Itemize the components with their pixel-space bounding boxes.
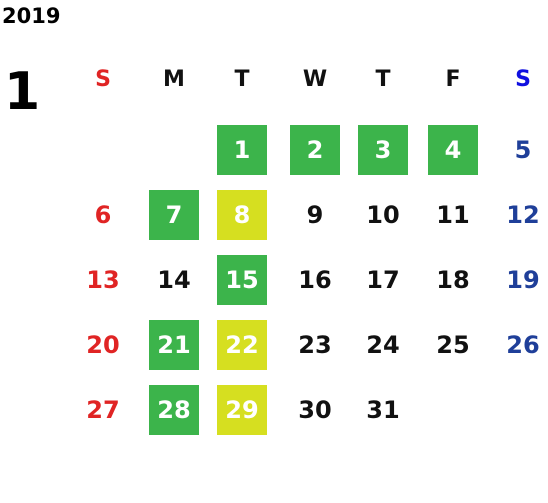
weekday: S [95, 67, 111, 92]
day: 9 [306, 201, 324, 229]
day: 7 [149, 190, 199, 240]
year: 2019 [2, 4, 61, 28]
day: 30 [298, 396, 332, 424]
day: 15 [217, 255, 267, 305]
day: 13 [86, 266, 120, 294]
day: 12 [506, 201, 540, 229]
day: 27 [86, 396, 120, 424]
weekday: W [302, 67, 328, 92]
day: 20 [86, 331, 120, 359]
day: 23 [298, 331, 332, 359]
weekday: T [375, 67, 391, 92]
month: 1 [4, 62, 41, 122]
day: 17 [366, 266, 400, 294]
day: 28 [149, 385, 199, 435]
day: 10 [366, 201, 400, 229]
day: 19 [506, 266, 540, 294]
day: 2 [290, 125, 340, 175]
day: 8 [217, 190, 267, 240]
day: 25 [436, 331, 470, 359]
weekday: M [163, 67, 185, 92]
day: 4 [428, 125, 478, 175]
day: 11 [436, 201, 470, 229]
day: 31 [366, 396, 400, 424]
day: 26 [506, 331, 540, 359]
day: 18 [436, 266, 470, 294]
day: 16 [298, 266, 332, 294]
weekday: F [445, 67, 461, 92]
day: 1 [217, 125, 267, 175]
day: 6 [94, 201, 112, 229]
day: 24 [366, 331, 400, 359]
weekday: S [515, 67, 531, 92]
weekday: T [234, 67, 250, 92]
day: 5 [514, 136, 532, 164]
day: 22 [217, 320, 267, 370]
day: 14 [157, 266, 191, 294]
day: 3 [358, 125, 408, 175]
day: 29 [217, 385, 267, 435]
day: 21 [149, 320, 199, 370]
